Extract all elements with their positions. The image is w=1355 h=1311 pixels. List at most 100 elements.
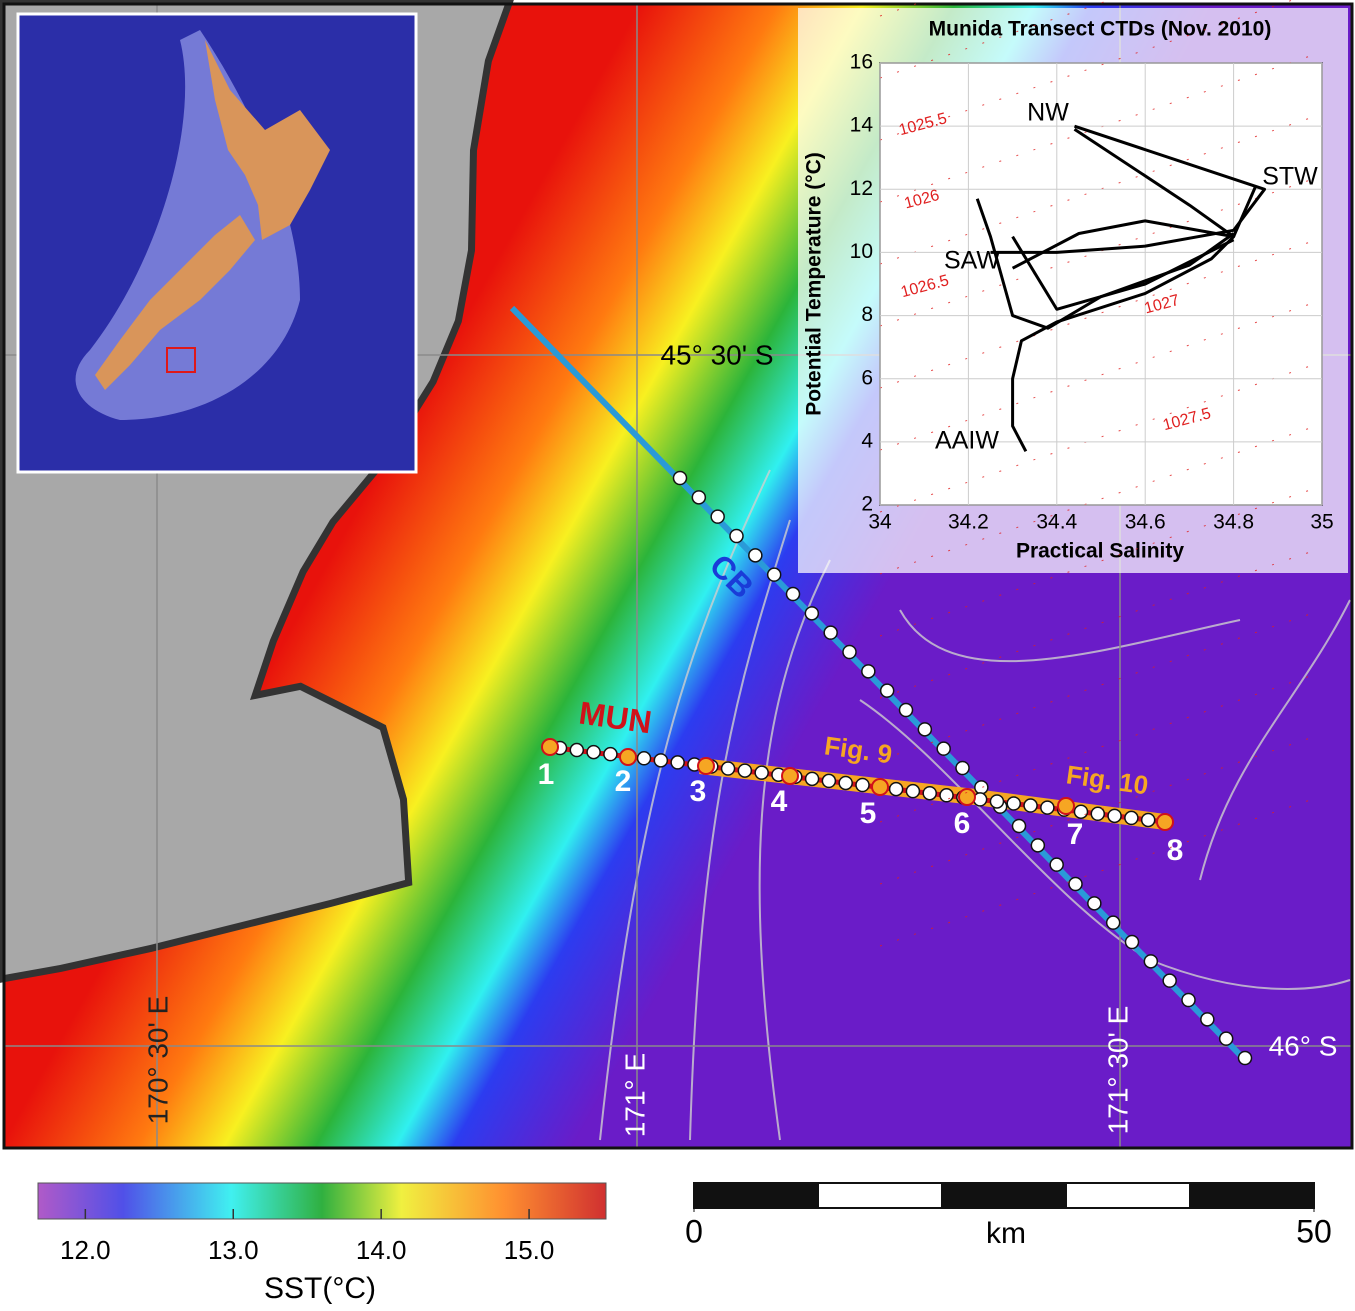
south-island: [95, 215, 255, 390]
scale-tick-label: 50: [1296, 1213, 1332, 1249]
locator-map: [16, 12, 418, 474]
colorbar-tick-label: 15.0: [504, 1235, 555, 1265]
cb-station: [1049, 857, 1064, 872]
mun-station: [586, 744, 601, 760]
water-mass-label: STW: [1262, 163, 1318, 191]
colorbar-label: SST(°C): [264, 1272, 376, 1305]
station-marker: [1156, 813, 1174, 831]
inset-plot-area: [879, 62, 1323, 506]
cb-station: [1181, 992, 1196, 1008]
water-mass-label: AAIW: [935, 427, 999, 455]
y-tick-label: 16: [850, 51, 873, 74]
mun-station: [1124, 810, 1139, 826]
x-tick-label: 34.2: [948, 511, 989, 534]
scale-tick-label: 0: [685, 1213, 703, 1249]
mun-station: [1090, 806, 1106, 822]
x-tick-label: 35: [1310, 511, 1333, 534]
mun-station: [603, 746, 618, 762]
colorbar-tick-label: 12.0: [60, 1235, 111, 1265]
lon-label: 171° 30' E: [1102, 1006, 1133, 1135]
cb-station: [842, 644, 857, 660]
y-tick-label: 12: [850, 177, 873, 200]
station-marker: [697, 757, 715, 775]
cb-transect: [509, 305, 1248, 1063]
cb-station: [1087, 896, 1102, 911]
mun-station: [939, 788, 954, 803]
cb-station: [1237, 1050, 1253, 1066]
cb-station: [974, 780, 989, 795]
mun-station: [888, 781, 904, 797]
mun-station: [1040, 800, 1055, 815]
station-marker: [1057, 797, 1075, 815]
station-label: 7: [1067, 818, 1084, 851]
mun-station: [838, 775, 853, 791]
mun-station: [737, 763, 753, 778]
cb-station: [823, 625, 838, 640]
y-axis-label: Potential Temperature (°C): [803, 152, 826, 416]
mun-station: [804, 771, 820, 787]
mun-station: [569, 742, 585, 758]
y-tick-label: 4: [861, 429, 873, 452]
cb-station: [861, 664, 876, 679]
y-tick-label: 2: [861, 493, 873, 516]
mun-station: [905, 783, 921, 799]
mun-station: [821, 773, 837, 789]
cb-station: [785, 586, 801, 602]
mun-station: [1006, 796, 1021, 811]
mun-station: [989, 794, 1005, 809]
cb-station: [1218, 1031, 1234, 1046]
y-tick-label: 14: [850, 114, 874, 137]
station-label: 6: [954, 807, 971, 840]
y-tick-label: 6: [861, 366, 873, 389]
scale-unit: km: [986, 1217, 1026, 1250]
cb-station: [748, 548, 763, 563]
cb-station: [766, 567, 782, 582]
scale-segment: [941, 1182, 1067, 1209]
x-tick-label: 34.8: [1213, 511, 1254, 534]
y-tick-label: 10: [850, 240, 873, 263]
cb-station: [936, 741, 951, 756]
cb-station: [1143, 954, 1159, 969]
locator-box: [166, 347, 196, 373]
station-label: 4: [771, 785, 788, 818]
water-mass-label: NW: [1027, 99, 1069, 127]
mun-station: [855, 777, 870, 793]
cb-station: [710, 509, 725, 524]
cb-station: [1105, 915, 1121, 930]
x-axis-label: Practical Salinity: [1016, 540, 1184, 563]
chart-title: Munida Transect CTDs (Nov. 2010): [929, 18, 1272, 41]
mun-station: [636, 751, 652, 766]
station-label: 2: [615, 765, 632, 798]
x-tick-label: 34.6: [1125, 511, 1166, 534]
ts-profile: [1011, 185, 1258, 270]
station-marker: [871, 778, 889, 796]
mun-station: [754, 765, 769, 780]
lat-label: 45° 30' S: [660, 339, 773, 370]
cb-station: [1124, 934, 1140, 950]
station-label: 5: [860, 797, 877, 830]
station-marker: [958, 788, 976, 806]
scale-segment: [817, 1182, 943, 1209]
cb-station: [955, 760, 970, 776]
station-marker: [781, 767, 799, 785]
cb-station: [691, 490, 707, 505]
station-label: 8: [1167, 834, 1184, 867]
colorbar: [37, 1182, 607, 1220]
water-mass-label: SAW: [944, 247, 1000, 275]
cb-station: [898, 702, 914, 718]
cb-station: [1068, 876, 1083, 892]
y-tick-label: 8: [861, 303, 873, 326]
mun-station: [670, 755, 685, 770]
cb-station: [804, 606, 820, 621]
mun-station: [1140, 812, 1156, 828]
scale-segment: [1065, 1182, 1191, 1209]
mun-station: [1073, 804, 1089, 819]
cb-station: [672, 470, 688, 486]
mun-station: [720, 761, 736, 776]
station-marker: [619, 748, 637, 766]
station-label: 3: [690, 775, 707, 808]
station-label: 1: [538, 758, 555, 791]
